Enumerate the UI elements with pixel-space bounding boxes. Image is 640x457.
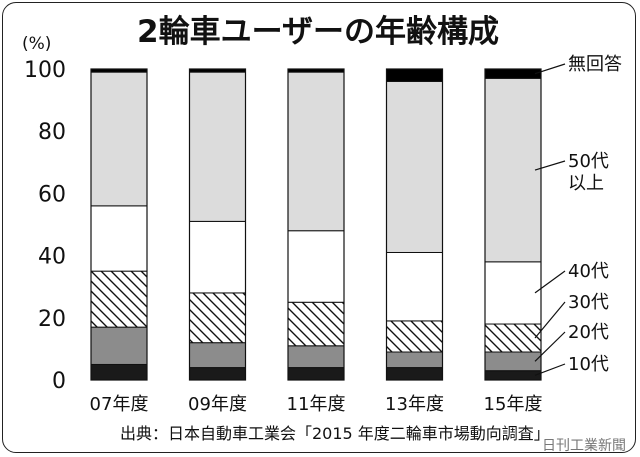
bar-segment [386, 320, 443, 353]
bar-segment [189, 292, 246, 344]
legend-leader-line [534, 301, 566, 339]
bar-segment [189, 342, 246, 369]
legend-label: 10代 [568, 354, 609, 375]
bar-segment [386, 351, 443, 369]
y-axis-unit: (%) [22, 34, 51, 54]
legend-leader-line [534, 331, 566, 362]
bar-segment [484, 77, 542, 263]
y-tick-label: 100 [24, 58, 66, 83]
legend-label-line: 以上 [568, 173, 604, 194]
bar-outline [90, 68, 148, 381]
y-tick-label: 20 [38, 307, 66, 332]
y-tick-label: 0 [52, 369, 66, 394]
legend-label-line: 20代 [568, 322, 609, 343]
bar-segment [386, 251, 443, 322]
bar-outline [484, 68, 542, 381]
y-tick-label: 40 [38, 245, 66, 270]
legend-leader-line [534, 270, 566, 294]
x-category-label: 07年度 [90, 394, 149, 415]
legend-leader-line [534, 363, 566, 376]
legend-label-line: 40代 [568, 261, 609, 282]
legend-label-line: 30代 [568, 292, 609, 313]
x-category-label: 13年度 [385, 394, 444, 415]
y-tick-label: 80 [38, 120, 66, 145]
bar-segment [189, 71, 246, 222]
legend-label: 30代 [568, 292, 609, 313]
publisher-credit: 日刊工業新聞 [542, 438, 626, 454]
legend-label: 50代以上 [568, 151, 609, 194]
legend-label-line: 無回答 [568, 54, 622, 75]
bar-segment [189, 367, 246, 381]
bar-segment [484, 261, 542, 325]
legend-label: 無回答 [568, 54, 622, 75]
bar-segment [386, 367, 443, 381]
bar-outline [188, 68, 247, 381]
x-category-label: 15年度 [484, 394, 543, 415]
y-tick-label: 60 [38, 182, 66, 207]
bar-segment [90, 326, 148, 365]
bar-segment [90, 363, 148, 381]
bar-segment [189, 220, 246, 294]
legend-label-line: 10代 [568, 354, 609, 375]
legend-label: 40代 [568, 261, 609, 282]
bar-segment [90, 270, 148, 328]
bar-segment [484, 323, 542, 353]
bar-segment [484, 351, 542, 372]
bar-segment [287, 345, 345, 369]
source-note: 出典：日本自動車工業会「2015 年度二輪車市場動向調査」 [120, 424, 550, 443]
bar-segment [287, 71, 345, 232]
bar-segment [386, 80, 443, 253]
chart-title: 2輪車ユーザーの年齢構成 [137, 14, 499, 50]
bar-segment [90, 205, 148, 272]
bar-segment [287, 367, 345, 381]
bar-segment [484, 68, 542, 79]
legend-label-line: 50代 [568, 151, 609, 172]
bar-segment [90, 71, 148, 207]
bar-segment [386, 68, 443, 82]
x-category-label: 11年度 [287, 394, 346, 415]
legend-label: 20代 [568, 322, 609, 343]
bar-segment [287, 230, 345, 303]
legend-leader-line [534, 63, 566, 75]
x-category-label: 09年度 [188, 394, 247, 415]
bar-segment [484, 370, 542, 381]
legend-leader-line [534, 160, 566, 171]
bar-outline [385, 68, 444, 381]
bar-outline [287, 68, 345, 381]
bar-segment [287, 301, 345, 347]
